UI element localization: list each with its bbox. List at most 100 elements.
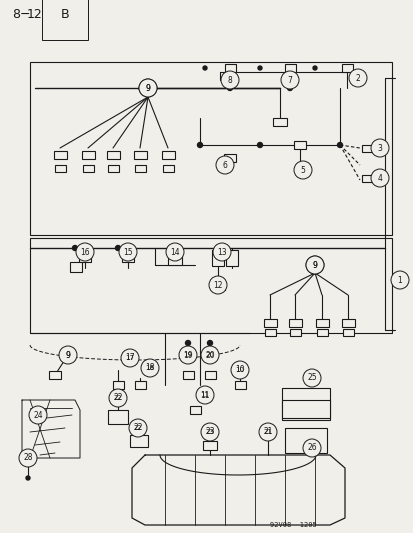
Text: 8: 8 <box>12 8 20 21</box>
Bar <box>23 454 34 462</box>
Text: 9: 9 <box>312 261 317 270</box>
Circle shape <box>202 347 218 363</box>
Circle shape <box>139 79 157 97</box>
Bar <box>263 319 276 327</box>
Bar <box>30 238 391 333</box>
Circle shape <box>227 85 232 91</box>
Bar <box>107 151 120 159</box>
Bar <box>108 165 119 172</box>
Bar <box>70 262 82 272</box>
Bar <box>235 381 245 389</box>
Bar <box>361 145 371 152</box>
Circle shape <box>207 341 212 345</box>
Text: 9: 9 <box>145 84 150 93</box>
Bar <box>284 428 326 453</box>
Text: 25: 25 <box>306 374 316 383</box>
Circle shape <box>110 390 126 406</box>
Bar <box>163 165 173 172</box>
Bar <box>342 329 353 336</box>
Text: 17: 17 <box>125 353 135 362</box>
Text: 23: 23 <box>205 429 214 435</box>
Circle shape <box>60 347 76 363</box>
Text: 4: 4 <box>377 174 382 182</box>
Circle shape <box>201 423 218 441</box>
Circle shape <box>293 161 311 179</box>
Text: 21: 21 <box>263 429 272 435</box>
Bar <box>361 175 371 182</box>
Bar <box>272 118 286 126</box>
Text: 13: 13 <box>217 247 226 256</box>
Text: 11: 11 <box>200 392 209 398</box>
Bar <box>293 141 305 149</box>
Circle shape <box>287 85 292 91</box>
Text: 9: 9 <box>312 261 317 270</box>
Circle shape <box>26 476 30 480</box>
Circle shape <box>370 139 388 157</box>
Circle shape <box>257 66 261 70</box>
Circle shape <box>139 79 157 97</box>
Text: 24: 24 <box>33 410 43 419</box>
Circle shape <box>312 66 316 70</box>
Bar <box>122 254 134 262</box>
Circle shape <box>280 71 298 89</box>
Circle shape <box>259 423 276 441</box>
Text: 22: 22 <box>113 393 122 402</box>
Circle shape <box>109 389 127 407</box>
Text: 9: 9 <box>65 351 70 359</box>
Circle shape <box>122 350 138 366</box>
Circle shape <box>178 346 197 364</box>
Bar <box>161 151 175 159</box>
Bar <box>315 319 328 327</box>
Bar <box>134 151 147 159</box>
Bar <box>224 64 235 72</box>
Text: 20: 20 <box>205 352 214 358</box>
Circle shape <box>119 243 137 261</box>
Bar <box>341 319 354 327</box>
Text: 17: 17 <box>125 355 134 361</box>
Text: 7: 7 <box>287 76 292 85</box>
Circle shape <box>59 346 77 364</box>
Bar <box>281 400 329 418</box>
Text: 22: 22 <box>133 424 142 432</box>
Bar <box>49 371 61 379</box>
Bar <box>108 410 128 424</box>
Circle shape <box>19 449 37 467</box>
Circle shape <box>142 360 158 376</box>
Text: 11: 11 <box>200 391 209 400</box>
Circle shape <box>202 424 218 440</box>
Circle shape <box>230 361 248 379</box>
Circle shape <box>185 341 190 345</box>
Circle shape <box>201 346 218 364</box>
Text: 8: 8 <box>227 76 232 85</box>
Bar <box>113 381 124 389</box>
Text: 20: 20 <box>205 351 214 359</box>
Circle shape <box>305 256 323 274</box>
Text: 3: 3 <box>377 143 382 152</box>
Bar <box>264 329 275 336</box>
Text: 1205: 1205 <box>27 8 59 21</box>
Bar <box>190 406 201 414</box>
Bar <box>284 64 295 72</box>
Bar <box>289 329 300 336</box>
Text: 18: 18 <box>145 364 154 373</box>
Text: 22: 22 <box>133 425 142 431</box>
Text: 92V08  1205: 92V08 1205 <box>269 522 316 528</box>
Circle shape <box>130 420 146 436</box>
Text: 9: 9 <box>65 351 70 359</box>
Text: 18: 18 <box>145 365 154 371</box>
Circle shape <box>302 369 320 387</box>
Circle shape <box>129 419 147 437</box>
Circle shape <box>166 243 183 261</box>
Bar <box>183 371 194 379</box>
Circle shape <box>259 424 275 440</box>
Bar <box>135 381 146 389</box>
Bar <box>211 250 223 266</box>
Bar <box>30 62 391 235</box>
Text: 10: 10 <box>235 367 244 373</box>
Circle shape <box>257 142 262 148</box>
Bar <box>211 281 224 290</box>
Circle shape <box>390 271 408 289</box>
Text: B: B <box>61 8 69 21</box>
Text: 6: 6 <box>222 160 227 169</box>
Bar <box>288 319 301 327</box>
